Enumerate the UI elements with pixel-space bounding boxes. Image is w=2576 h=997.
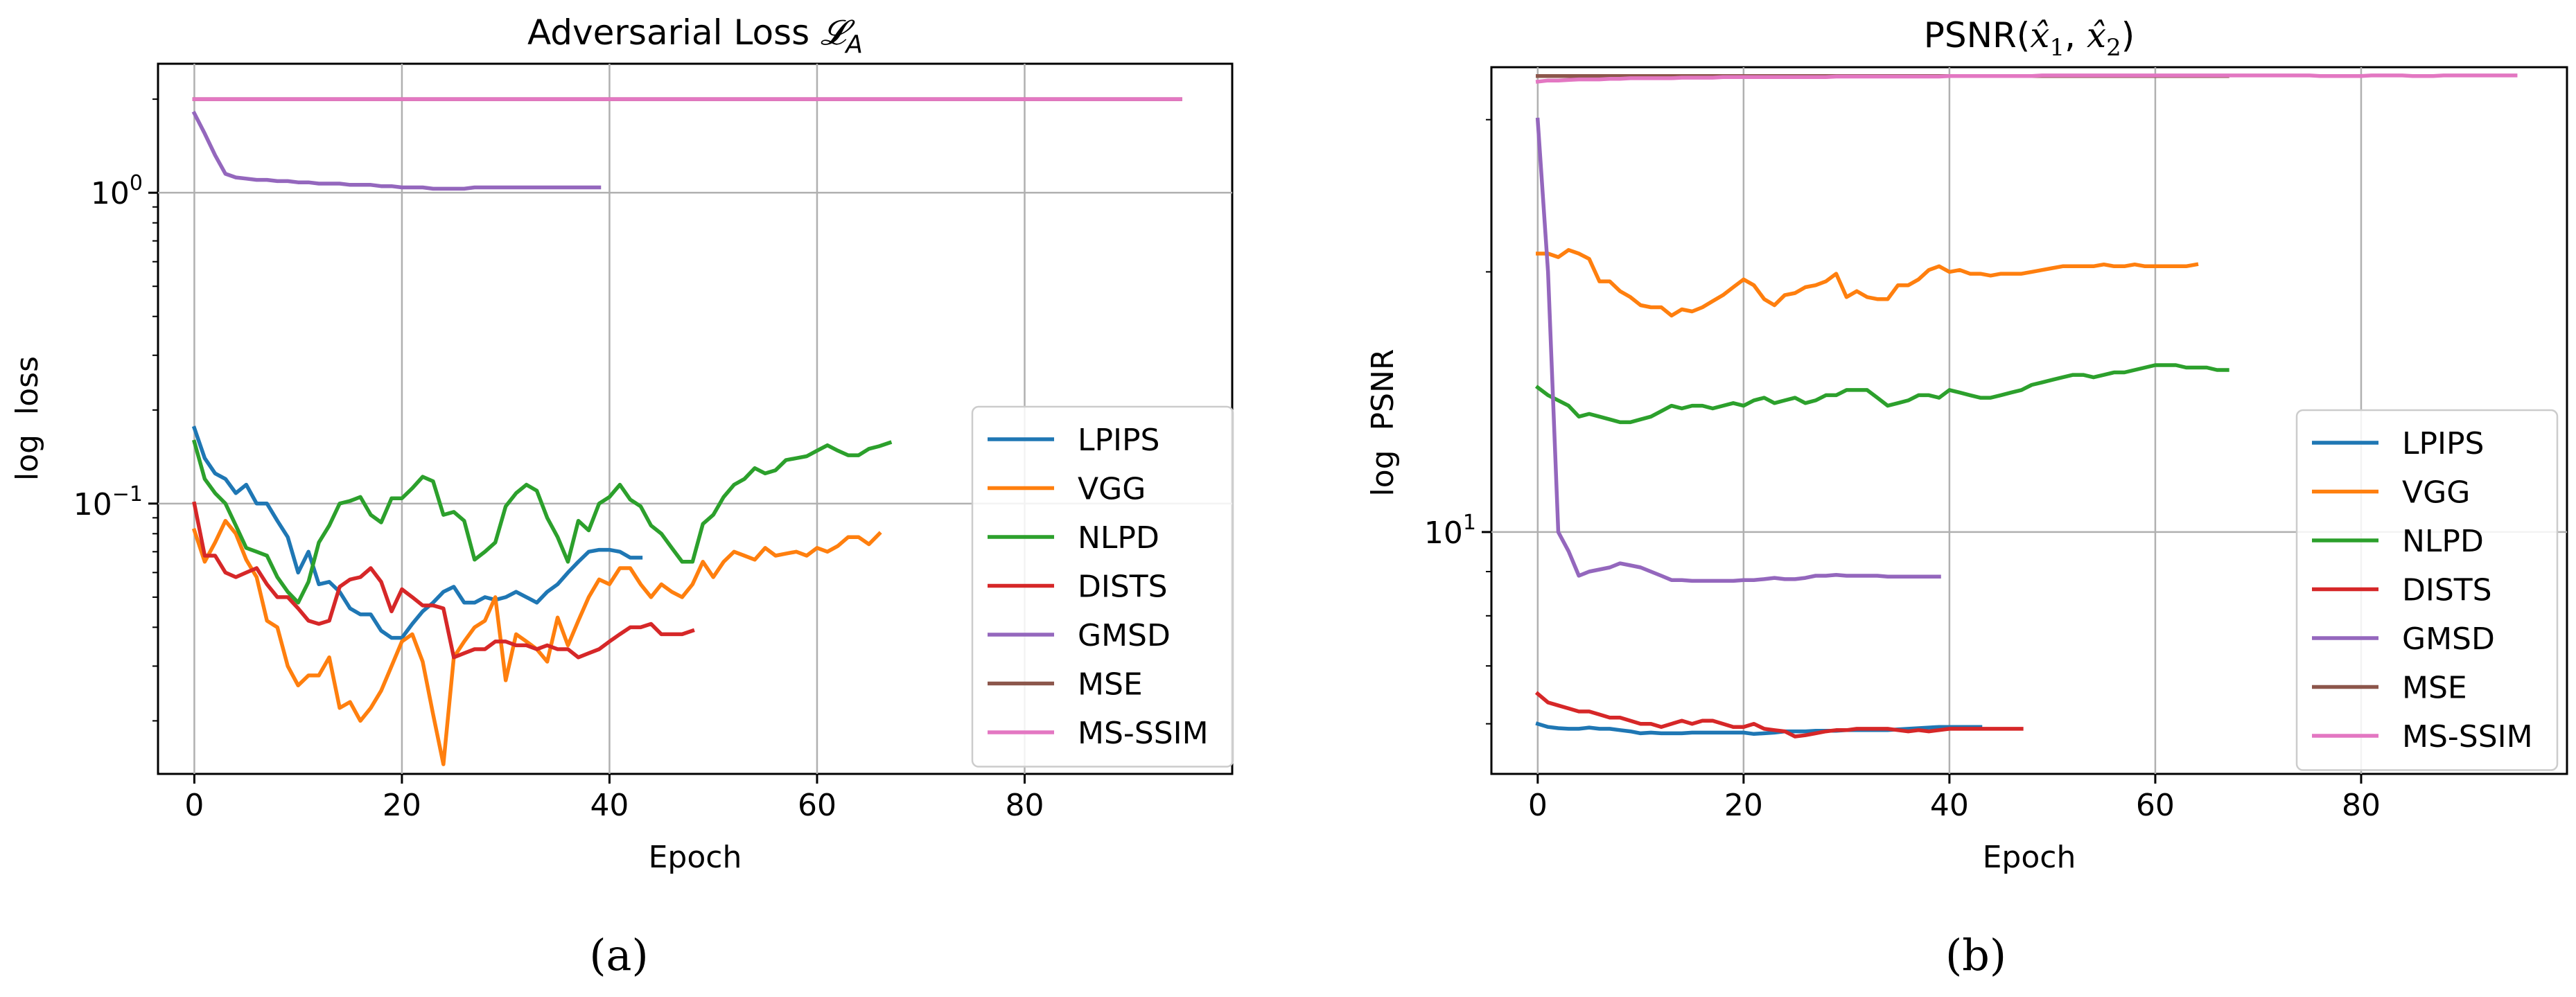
series-line-gmsd	[1535, 117, 1941, 583]
x-tick-label: 0	[1528, 788, 1548, 823]
legend-label: MS-SSIM	[2402, 719, 2533, 755]
series-line-dists	[192, 501, 695, 660]
x-tick-label: 40	[1930, 788, 1969, 823]
series-lines	[1534, 73, 2518, 739]
legend-label: MSE	[1078, 667, 1143, 703]
legend-box	[2295, 409, 2559, 771]
x-tick-label: 60	[798, 788, 836, 823]
series-line-ms-ssim	[1535, 73, 2518, 84]
legend-label: GMSD	[2402, 621, 2495, 657]
legend-label: LPIPS	[2402, 426, 2485, 461]
x-axis-label: Epoch	[1983, 840, 2076, 875]
legend-label: DISTS	[1078, 570, 1168, 605]
x-tick-label: 20	[1724, 788, 1763, 823]
legend: LPIPS VGG NLPD DISTS GMSD MSE MS-SSIM	[971, 405, 1234, 768]
x-tick-label: 0	[184, 788, 204, 823]
x-tick-label: 40	[590, 788, 629, 823]
axis-ticks: 0 20 40 60 80 101	[1424, 118, 2381, 823]
y-axis-label: log PSNR	[1365, 349, 1401, 497]
series-lines	[191, 97, 1182, 766]
legend-label: NLPD	[2402, 524, 2484, 559]
caption-b: (b)	[1945, 930, 2006, 980]
y-axis-label: log loss	[10, 356, 45, 481]
plot-area-frame	[1490, 66, 2568, 775]
caption-a: (a)	[589, 930, 648, 980]
legend: LPIPS VGG NLPD DISTS GMSD MSE MS-SSIM	[2295, 409, 2559, 771]
series-line-dists	[1534, 691, 2024, 739]
series-line-nlpd	[1534, 363, 2229, 425]
series-line-nlpd	[192, 439, 893, 605]
legend-label: MSE	[2402, 671, 2467, 706]
series-line-lpips	[191, 425, 643, 640]
legend-label: LPIPS	[1078, 423, 1160, 458]
x-tick-label: 80	[1005, 788, 1044, 823]
x-axis-label: Epoch	[649, 840, 742, 875]
axis-ticks: 0 20 40 60 80 10−1 100	[73, 98, 1044, 823]
series-line-vgg	[191, 518, 882, 766]
x-tick-label: 60	[2136, 788, 2175, 823]
y-tick-label: 10−1	[73, 482, 143, 522]
chart-title: PSNR(x̂1, x̂2)	[1924, 15, 2135, 62]
y-tick-label: 101	[1424, 511, 1476, 551]
legend-label: VGG	[1078, 472, 1146, 507]
y-tick-label: 100	[91, 171, 143, 211]
series-line-gmsd	[191, 110, 602, 191]
panel-a-adversarial-loss-chart: 0 20 40 60 80 10−1 100 Adversarial Loss 𝓛A Epo…	[10, 12, 1234, 875]
legend-label: GMSD	[1078, 618, 1171, 653]
x-tick-label: 20	[383, 788, 421, 823]
legend-label: MS-SSIM	[1078, 716, 1209, 751]
x-tick-label: 80	[2342, 788, 2381, 823]
legend-label: VGG	[2402, 475, 2470, 511]
series-line-lpips	[1535, 721, 1983, 736]
legend-label: DISTS	[2402, 573, 2492, 608]
legend-label: NLPD	[1078, 520, 1159, 556]
legend-box	[971, 405, 1234, 768]
panel-b-psnr-chart: 0 20 40 60 80 101 PSNR(x̂1, x̂2) Epoch log PS…	[1365, 15, 2568, 875]
series-line-vgg	[1536, 248, 2199, 318]
chart-title: Adversarial Loss 𝓛A	[527, 12, 863, 59]
